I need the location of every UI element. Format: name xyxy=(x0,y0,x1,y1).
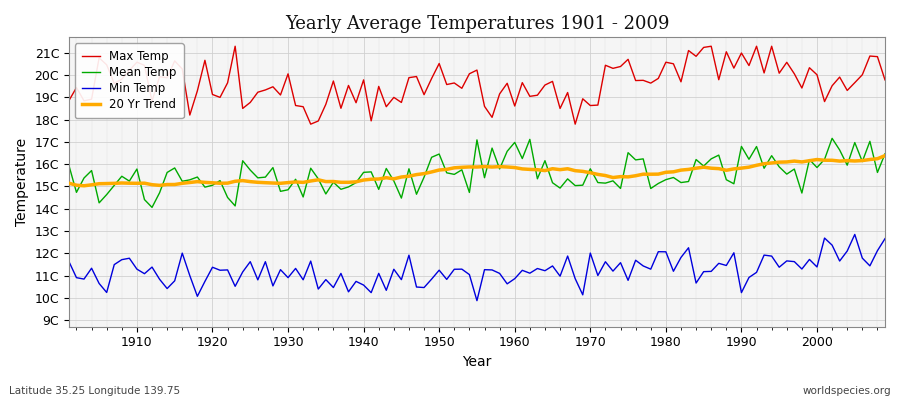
20 Yr Trend xyxy=(131,181,142,186)
Min Temp xyxy=(472,298,482,303)
Mean Temp xyxy=(879,152,890,156)
20 Yr Trend xyxy=(343,180,354,185)
Y-axis label: Temperature: Temperature xyxy=(15,138,29,226)
Line: 20 Yr Trend: 20 Yr Trend xyxy=(69,156,885,186)
Mean Temp xyxy=(64,163,75,168)
Max Temp xyxy=(124,68,135,73)
20 Yr Trend xyxy=(517,166,527,171)
Max Temp xyxy=(305,122,316,126)
Min Temp xyxy=(124,256,135,261)
20 Yr Trend xyxy=(78,183,89,188)
Title: Yearly Average Temperatures 1901 - 2009: Yearly Average Temperatures 1901 - 2009 xyxy=(284,15,670,33)
Line: Mean Temp: Mean Temp xyxy=(69,138,885,207)
Max Temp xyxy=(615,64,626,69)
Mean Temp xyxy=(608,178,618,183)
Max Temp xyxy=(298,104,309,109)
Text: Latitude 35.25 Longitude 139.75: Latitude 35.25 Longitude 139.75 xyxy=(9,386,180,396)
Mean Temp xyxy=(343,184,354,189)
Max Temp xyxy=(525,94,535,99)
Max Temp xyxy=(517,80,527,85)
20 Yr Trend xyxy=(64,181,75,186)
Max Temp xyxy=(351,100,362,105)
Mean Temp xyxy=(827,136,838,141)
Line: Max Temp: Max Temp xyxy=(69,46,885,124)
20 Yr Trend xyxy=(879,153,890,158)
Min Temp xyxy=(336,271,346,276)
Mean Temp xyxy=(147,205,158,210)
Mean Temp xyxy=(124,179,135,184)
Mean Temp xyxy=(298,194,309,199)
Min Temp xyxy=(509,276,520,281)
Min Temp xyxy=(608,269,618,274)
Legend: Max Temp, Mean Temp, Min Temp, 20 Yr Trend: Max Temp, Mean Temp, Min Temp, 20 Yr Tre… xyxy=(75,43,184,118)
20 Yr Trend xyxy=(509,165,520,170)
X-axis label: Year: Year xyxy=(463,355,491,369)
Max Temp xyxy=(64,98,75,103)
20 Yr Trend xyxy=(298,180,309,185)
Max Temp xyxy=(879,78,890,82)
Min Temp xyxy=(850,232,860,237)
Min Temp xyxy=(879,236,890,241)
Max Temp xyxy=(230,44,240,49)
Text: worldspecies.org: worldspecies.org xyxy=(803,386,891,396)
Min Temp xyxy=(517,268,527,273)
Min Temp xyxy=(64,259,75,264)
Line: Min Temp: Min Temp xyxy=(69,234,885,301)
Mean Temp xyxy=(517,156,527,161)
Min Temp xyxy=(290,266,301,271)
Mean Temp xyxy=(509,140,520,145)
20 Yr Trend xyxy=(608,175,618,180)
